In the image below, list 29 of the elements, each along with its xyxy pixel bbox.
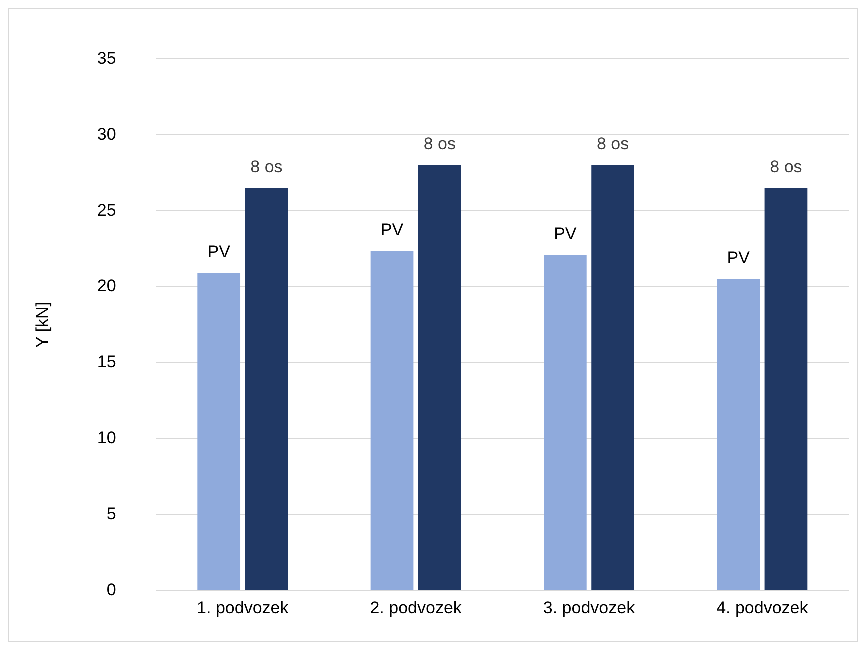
bar (370, 251, 414, 590)
y-tick-label: 30 (97, 124, 116, 144)
y-tick-label: 20 (97, 276, 116, 296)
bar (418, 166, 462, 590)
bar (245, 188, 288, 590)
x-tick-label: 4. podvozek (716, 598, 809, 618)
y-tick-label: 10 (97, 428, 116, 448)
bar (717, 279, 760, 590)
bar (592, 166, 634, 590)
y-tick-label: 15 (97, 352, 116, 372)
y-tick-label: 25 (97, 200, 116, 220)
y-tick-label: 5 (106, 504, 116, 524)
bar (764, 188, 808, 590)
text: 8 os (770, 157, 802, 176)
y-axis-title: Y [kN] (32, 302, 52, 348)
bar (544, 255, 587, 590)
x-tick-label: 3. podvozek (543, 598, 636, 618)
text: PV (727, 248, 750, 268)
text: 8 os (596, 134, 630, 154)
text: PV (208, 242, 230, 262)
series-label: 8 os (424, 134, 456, 154)
bar (198, 273, 241, 590)
x-tick-label: 2. podvozek (370, 598, 462, 618)
y-tick-label: 35 (97, 48, 116, 68)
series-label: PV (380, 220, 404, 240)
y-tick-label: 0 (106, 580, 116, 600)
text: 8 os (250, 157, 283, 176)
text: PV (554, 224, 577, 244)
x-tick-label: 1. podvozek (197, 598, 290, 618)
